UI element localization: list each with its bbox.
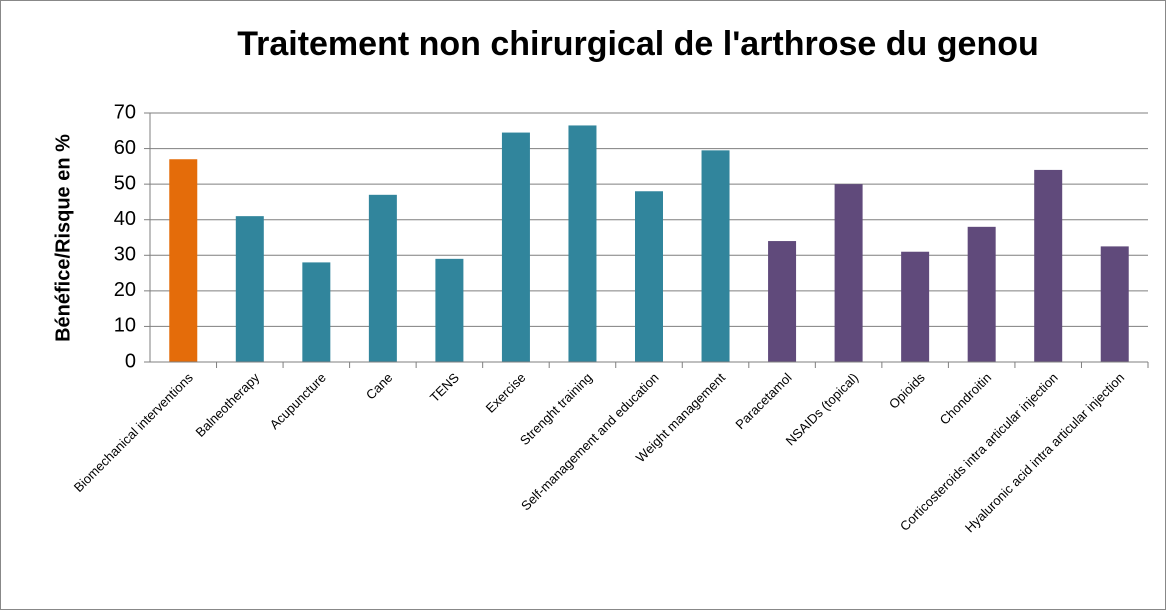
bar [368, 194, 397, 362]
y-tick-label: 60 [114, 137, 136, 159]
bar [701, 150, 730, 362]
bar [1034, 169, 1063, 362]
chart-title: Traitement non chirurgical de l'arthrose… [237, 25, 1039, 63]
bar [435, 258, 464, 362]
y-tick-label: 20 [114, 279, 136, 301]
y-tick-label: 30 [114, 244, 136, 266]
bar [1100, 246, 1129, 362]
y-tick-label: 70 [114, 101, 136, 123]
y-tick-label: 0 [125, 350, 136, 372]
bar [568, 125, 597, 362]
bar [834, 184, 863, 362]
bar [501, 132, 530, 362]
y-tick-label: 10 [114, 315, 136, 337]
bar [169, 159, 198, 362]
bar [768, 241, 797, 362]
bar [901, 251, 930, 362]
y-tick-label: 50 [114, 172, 136, 194]
bar [635, 191, 663, 362]
bar [302, 262, 331, 362]
bar [235, 216, 264, 362]
y-tick-label: 40 [114, 208, 136, 230]
bar [967, 226, 996, 362]
y-axis-label: Bénéfice/Risque en % [52, 134, 74, 342]
